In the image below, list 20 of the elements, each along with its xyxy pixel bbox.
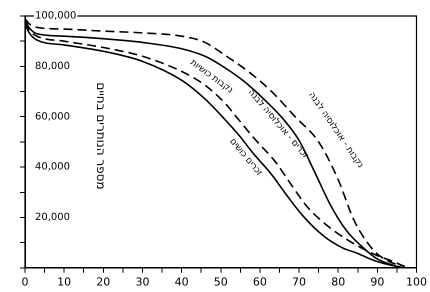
y-tick-label: 100,000 (35, 10, 76, 22)
x-tick-label: 90 (370, 275, 384, 288)
y-axis-title: מספר הנותרים בחיים (94, 82, 108, 190)
x-tick-label: 100 (406, 275, 427, 288)
x-tick-label: 40 (174, 275, 189, 288)
text: זכרים כושים (227, 136, 264, 178)
y-tick-label: 40,000 (35, 162, 70, 173)
x-tick-label: 20 (96, 275, 110, 288)
y-tick-label: 80,000 (35, 60, 70, 72)
text: נקבות - אוכלוסיה לבנה (306, 90, 366, 170)
text: נקבות כושיות (188, 58, 235, 96)
x-tick-label: 50 (214, 275, 228, 288)
x-tick-label: 30 (135, 275, 150, 288)
x-tick-label: 10 (57, 275, 72, 288)
x-tick-label: 0 (22, 275, 28, 288)
x-tick-label: 60 (252, 275, 267, 288)
x-tick-label: 70 (292, 275, 306, 288)
x-tick-label: 80 (331, 275, 346, 288)
y-tick-label: 20,000 (35, 212, 70, 224)
y-tick-label: 60,000 (35, 111, 70, 122)
